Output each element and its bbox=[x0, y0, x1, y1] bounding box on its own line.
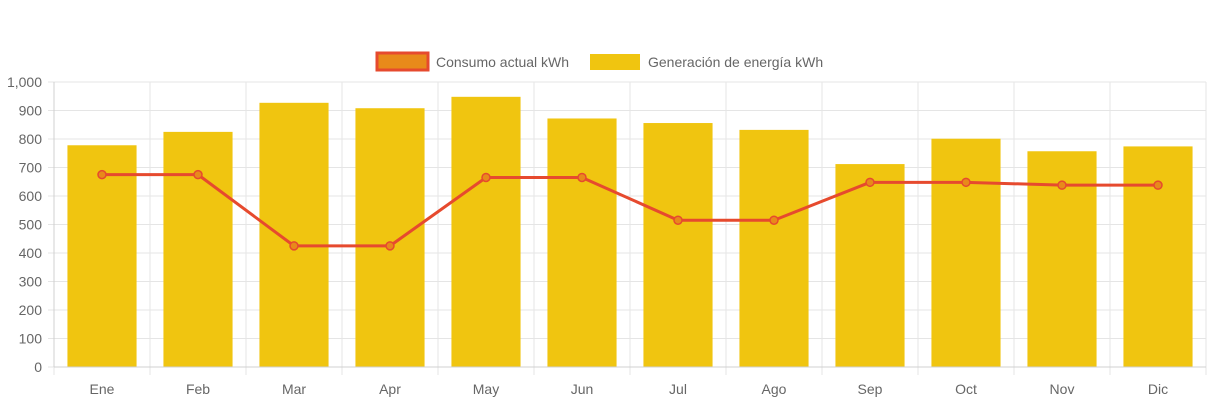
legend: Consumo actual kWh Generación de energía… bbox=[375, 51, 823, 72]
x-tick-label: Apr bbox=[379, 381, 401, 397]
bar-generation[interactable] bbox=[739, 129, 809, 367]
legend-label-consumption: Consumo actual kWh bbox=[436, 54, 569, 70]
point-consumption[interactable] bbox=[961, 177, 971, 188]
point-consumption[interactable] bbox=[97, 169, 107, 180]
y-tick-label: 900 bbox=[19, 103, 43, 119]
line-consumption bbox=[102, 173, 1158, 248]
x-tick-label: Ene bbox=[90, 381, 115, 397]
x-tick-label: Ago bbox=[762, 381, 787, 397]
x-tick-label: Oct bbox=[955, 381, 977, 397]
y-tick-label: 300 bbox=[19, 274, 43, 290]
bar-generation[interactable] bbox=[451, 96, 521, 367]
point-consumption[interactable] bbox=[1153, 180, 1163, 190]
y-tick-label: 200 bbox=[19, 302, 43, 318]
legend-swatch-consumption bbox=[375, 51, 430, 72]
bar-generation[interactable] bbox=[643, 123, 713, 367]
point-consumption[interactable] bbox=[481, 172, 491, 183]
x-tick-label: May bbox=[473, 381, 499, 397]
x-tick-label: Jul bbox=[669, 381, 687, 397]
bar-generation[interactable] bbox=[355, 108, 425, 367]
legend-swatch-generation bbox=[590, 54, 640, 70]
x-tick-label: Sep bbox=[858, 381, 883, 397]
bar-generation[interactable] bbox=[259, 102, 329, 368]
y-tick-label: 500 bbox=[19, 217, 43, 233]
y-tick-label: 1,000 bbox=[7, 74, 42, 90]
x-tick-label: Feb bbox=[186, 381, 210, 397]
bar-generation[interactable] bbox=[931, 138, 1001, 367]
point-consumption[interactable] bbox=[289, 241, 299, 251]
bar-generation[interactable] bbox=[1123, 146, 1193, 367]
consumption-line-series bbox=[97, 169, 1163, 251]
point-consumption[interactable] bbox=[193, 169, 203, 180]
point-consumption[interactable] bbox=[865, 177, 875, 188]
y-tick-label: 600 bbox=[19, 188, 43, 204]
x-tick-label: Dic bbox=[1148, 381, 1168, 397]
point-consumption[interactable] bbox=[673, 215, 683, 225]
y-tick-label: 700 bbox=[19, 160, 43, 176]
point-consumption[interactable] bbox=[1057, 180, 1067, 190]
generation-bars bbox=[67, 96, 1193, 368]
legend-label-generation: Generación de energía kWh bbox=[648, 54, 823, 70]
x-tick-label: Mar bbox=[282, 381, 306, 397]
y-tick-label: 0 bbox=[34, 359, 42, 375]
axes: 0 100 200 300 400 500 600 700 800 900 1,000 Ene Feb M… bbox=[7, 74, 1206, 397]
y-tick-label: 400 bbox=[19, 245, 43, 261]
x-tick-label: Nov bbox=[1050, 381, 1075, 397]
point-consumption[interactable] bbox=[577, 172, 587, 183]
point-consumption[interactable] bbox=[769, 215, 779, 225]
bar-generation[interactable] bbox=[67, 145, 137, 367]
bar-generation[interactable] bbox=[547, 118, 617, 367]
y-tick-label: 100 bbox=[19, 331, 43, 347]
legend-item-generation[interactable]: Generación de energía kWh bbox=[590, 54, 823, 70]
legend-item-consumption[interactable]: Consumo actual kWh bbox=[375, 51, 569, 72]
point-consumption[interactable] bbox=[385, 241, 395, 251]
bar-generation[interactable] bbox=[163, 131, 233, 367]
x-tick-label: Jun bbox=[571, 381, 594, 397]
bar-generation[interactable] bbox=[835, 164, 905, 367]
y-tick-label: 800 bbox=[19, 131, 43, 147]
